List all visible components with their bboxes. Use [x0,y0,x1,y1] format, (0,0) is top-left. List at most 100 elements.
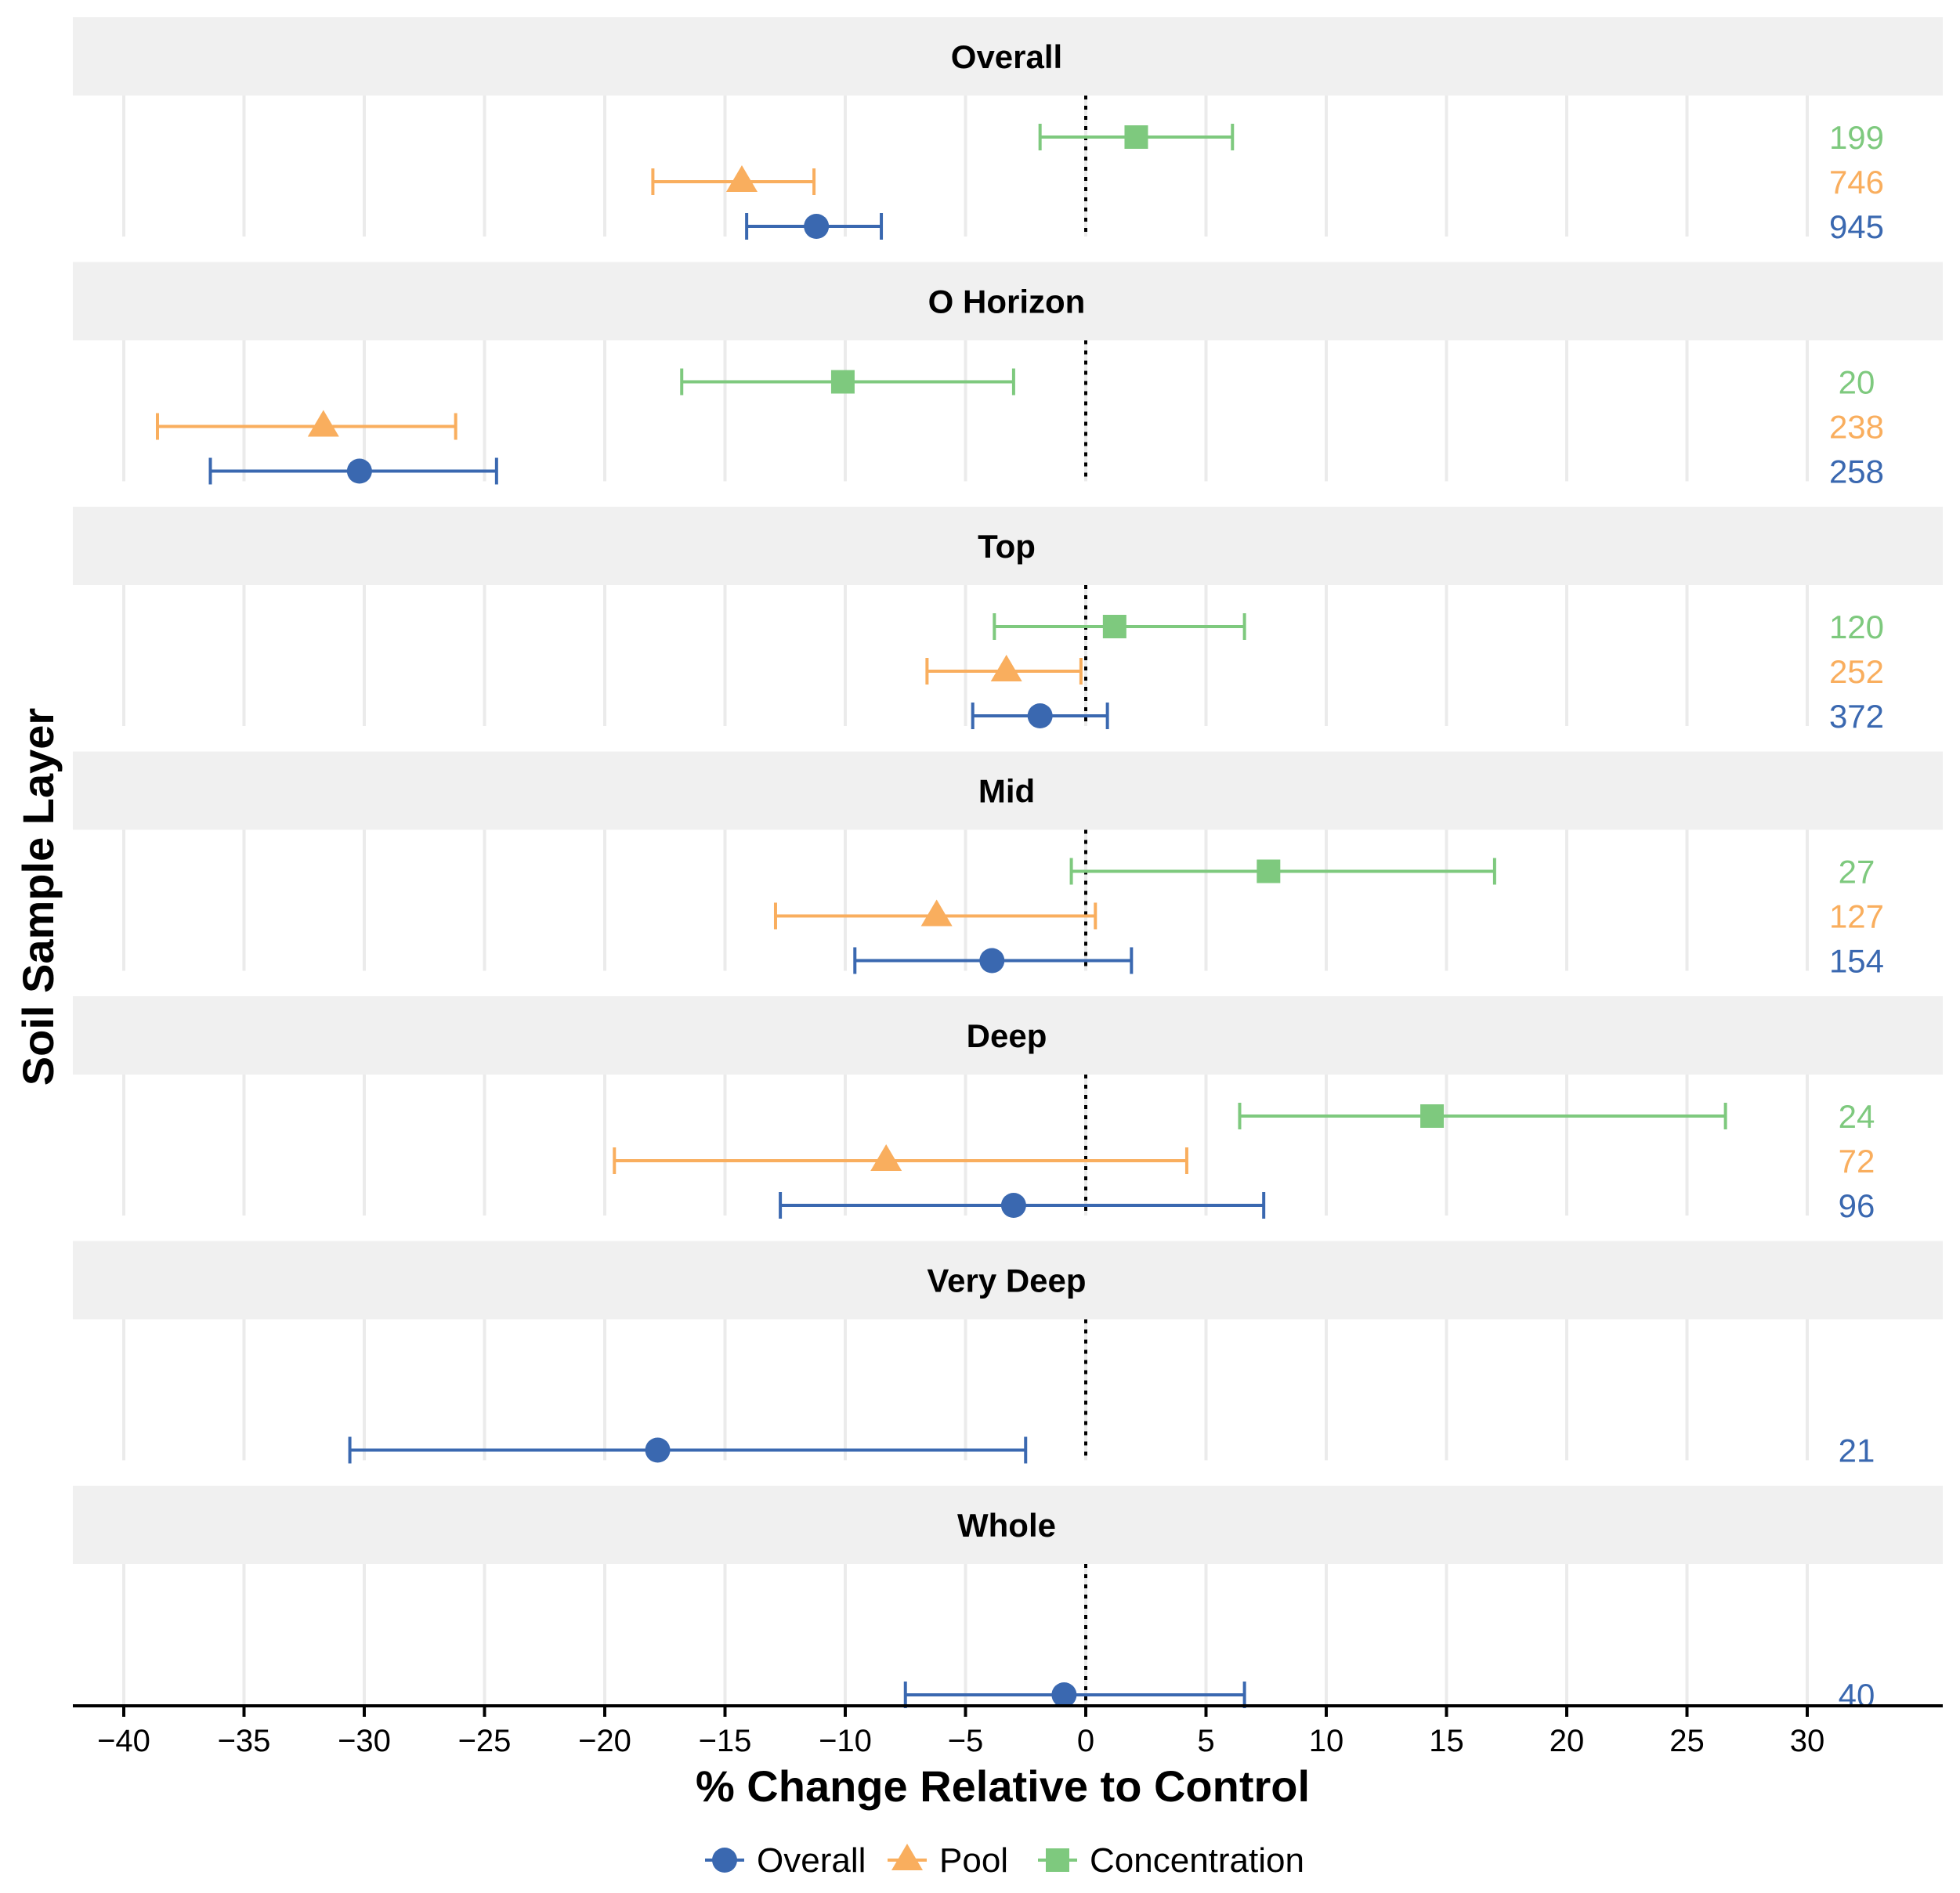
point-overall [804,214,830,239]
point-pool [990,655,1022,681]
x-tick-label: −40 [97,1724,150,1758]
sample-size-label: 24 [1839,1098,1875,1135]
estimate-concentration: 27 [1069,854,1875,891]
x-tick-label: 0 [1077,1724,1094,1758]
point-pool [307,410,339,437]
estimate-overall: 154 [853,943,1884,980]
panel-very-deep: Very Deep 21 [73,1241,1943,1469]
sample-size-label: 20 [1839,364,1875,401]
y-axis-title: Soil Sample Layer [13,708,63,1086]
panel-strip [73,262,1943,341]
sample-size-label: 72 [1839,1143,1875,1180]
x-tick-label: −20 [578,1724,631,1758]
point-overall [979,948,1005,974]
point-overall [1051,1682,1077,1707]
panel-strip-label: Overall [951,38,1062,75]
panel-mid: Mid 27 127 154 [73,751,1943,980]
estimate-overall: 372 [971,698,1884,735]
x-tick-label: −35 [218,1724,271,1758]
point-concentration [1420,1104,1445,1128]
estimate-overall: 945 [745,208,1884,245]
sample-size-label: 40 [1839,1677,1875,1714]
x-tick-label: 20 [1550,1724,1585,1758]
sample-size-label: 154 [1829,943,1884,980]
sample-size-label: 372 [1829,698,1884,735]
legend-label: Concentration [1090,1841,1304,1880]
panel-strip [73,1486,1943,1564]
estimate-pool: 746 [651,164,1884,200]
x-tick-label: −25 [458,1724,512,1758]
estimate-pool: 238 [155,409,1884,446]
estimate-concentration: 20 [680,364,1875,401]
panel-strip-label: Deep [967,1017,1047,1054]
x-tick-label: −30 [338,1724,391,1758]
x-tick-label: −5 [948,1724,984,1758]
panel-strip-label: Mid [978,773,1035,810]
estimate-pool: 252 [925,653,1884,690]
estimate-concentration: 120 [993,609,1884,645]
point-overall [645,1437,671,1463]
sample-size-label: 945 [1829,208,1884,245]
legend-item-pool: Pool [888,1841,1008,1880]
estimate-pool: 127 [773,898,1884,935]
panel-strip [73,996,1943,1075]
sample-size-label: 746 [1829,164,1884,200]
legend-item-overall: Overall [705,1841,866,1880]
panel-whole: Whole 40 [73,1486,1943,1714]
legend-label: Overall [757,1841,866,1880]
x-axis-title: % Change Relative to Control [696,1761,1310,1811]
legend-label: Pool [939,1841,1008,1880]
point-overall [1000,1193,1026,1218]
legend-item-concentration: Concentration [1038,1841,1304,1880]
legend: Overall Pool Concentration [705,1841,1304,1880]
sample-size-label: 21 [1839,1432,1875,1469]
x-tick-label: 10 [1309,1724,1344,1758]
sample-size-label: 120 [1829,609,1884,645]
panel-strip-label: O Horizon [928,284,1086,320]
estimate-concentration: 24 [1238,1098,1875,1135]
sample-size-label: 127 [1829,898,1884,935]
x-tick-label: 15 [1429,1724,1464,1758]
panel-strip [73,1241,1943,1320]
x-tick-label: 5 [1197,1724,1214,1758]
x-axis-ticks: −40 −35 −30 −25 −20 −15 −10 −5 0 5 10 15 20 25 30 [97,1706,1824,1758]
estimate-overall: 21 [348,1432,1875,1469]
point-concentration [1124,125,1148,149]
panel-strip-label: Whole [957,1507,1056,1544]
legend-triangle-icon [891,1844,923,1870]
sample-size-label: 199 [1829,119,1884,156]
estimate-overall: 258 [208,453,1884,490]
legend-circle-icon [712,1848,737,1873]
point-pool [920,899,953,927]
sample-size-label: 238 [1829,409,1884,446]
x-tick-label: −15 [699,1724,752,1758]
panel-strip [73,751,1943,830]
sample-size-label: 27 [1839,854,1875,891]
point-overall [346,458,372,484]
x-tick-label: 30 [1790,1724,1825,1758]
point-concentration [830,370,855,394]
panel-deep: Deep 24 72 96 [73,996,1943,1224]
legend-square-icon [1046,1848,1069,1872]
panel-strip-label: Very Deep [927,1263,1086,1299]
sample-size-label: 258 [1829,453,1884,490]
estimate-overall: 40 [903,1677,1875,1714]
panel-strip [73,507,1943,585]
panel-o-horizon: O Horizon 20 238 258 [73,262,1943,490]
x-tick-label: 25 [1669,1724,1705,1758]
sample-size-label: 252 [1829,653,1884,690]
estimate-overall: 96 [779,1187,1875,1224]
panel-top: Top 120 252 372 [73,507,1943,735]
x-tick-label: −10 [819,1724,872,1758]
sample-size-label: 96 [1839,1187,1875,1224]
panel-strip-label: Top [978,528,1036,565]
point-concentration [1102,615,1126,638]
point-overall [1027,703,1053,728]
panel-overall: Overall 199 746 945 [73,17,1943,245]
point-pool [725,165,758,192]
estimate-concentration: 199 [1038,119,1884,156]
point-pool [870,1144,902,1171]
point-concentration [1257,859,1281,883]
panels: Overall 199 746 945 O Horizon 20 238 258 Top 120 2… [73,17,1943,1714]
